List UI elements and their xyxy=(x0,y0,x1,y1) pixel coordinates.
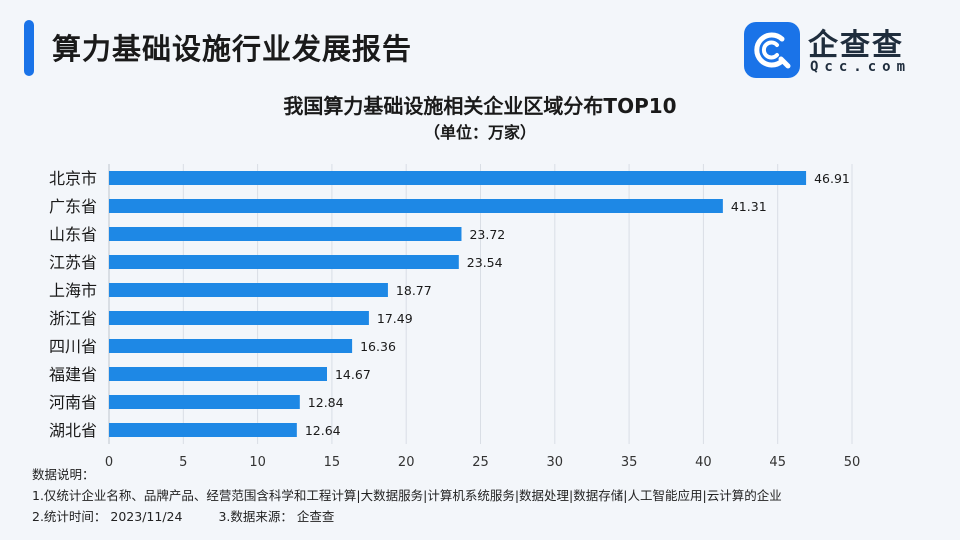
bar xyxy=(109,311,369,325)
chart-subtitle: （单位：万家） xyxy=(423,123,536,142)
category-label: 广东省 xyxy=(49,197,97,216)
notes-heading: 数据说明： xyxy=(32,467,95,482)
x-tick-label: 45 xyxy=(769,455,786,470)
x-tick-label: 0 xyxy=(105,455,113,470)
chart-title: 我国算力基础设施相关企业区域分布TOP10 xyxy=(283,94,677,118)
notes-line-2: 2.统计时间： 2023/11/24 3.数据来源： 企查查 xyxy=(32,506,782,527)
bar xyxy=(109,171,807,185)
value-label: 23.72 xyxy=(469,227,505,242)
logo-name-en: Qcc.com xyxy=(810,59,912,75)
bar xyxy=(109,367,327,381)
bar xyxy=(109,395,300,409)
value-label: 14.67 xyxy=(335,367,371,382)
x-tick-label: 20 xyxy=(398,455,415,470)
value-label: 17.49 xyxy=(377,311,413,326)
x-tick-label: 30 xyxy=(547,455,564,470)
value-label: 46.91 xyxy=(814,171,850,186)
notes-line-1: 1.仅统计企业名称、品牌产品、经营范围含科学和工程计算|大数据服务|计算机系统服… xyxy=(32,488,782,503)
x-tick-label: 25 xyxy=(472,455,489,470)
bar xyxy=(109,199,723,213)
value-label: 23.54 xyxy=(467,255,503,270)
value-label: 12.64 xyxy=(305,423,341,438)
bar xyxy=(109,227,462,241)
category-label: 河南省 xyxy=(49,393,97,412)
category-label: 浙江省 xyxy=(49,309,97,328)
x-tick-label: 5 xyxy=(179,455,187,470)
x-tick-label: 50 xyxy=(844,455,861,470)
page-title: 算力基础设施行业发展报告 xyxy=(52,32,413,66)
qcc-logo: 企查查 Qcc.com xyxy=(744,22,936,78)
bar xyxy=(109,283,388,297)
category-label: 山东省 xyxy=(49,225,97,244)
notes-stat-time: 2.统计时间： 2023/11/24 xyxy=(32,509,183,524)
bar xyxy=(109,423,297,437)
notes-source: 3.数据来源： 企查查 xyxy=(218,509,335,524)
x-tick-label: 35 xyxy=(621,455,638,470)
qcc-logo-icon xyxy=(744,22,800,78)
x-tick-label: 15 xyxy=(324,455,341,470)
category-label: 上海市 xyxy=(49,281,97,300)
x-tick-label: 10 xyxy=(249,455,266,470)
category-label: 四川省 xyxy=(49,337,97,356)
category-label: 湖北省 xyxy=(49,421,97,440)
x-tick-label: 40 xyxy=(695,455,712,470)
category-label: 江苏省 xyxy=(49,253,97,272)
header-accent-bar xyxy=(24,20,34,76)
value-label: 41.31 xyxy=(731,199,767,214)
logo-name-cn: 企查查 xyxy=(808,28,904,63)
bar xyxy=(109,255,459,269)
category-label: 福建省 xyxy=(49,365,97,384)
value-label: 16.36 xyxy=(360,339,396,354)
value-label: 18.77 xyxy=(396,283,432,298)
data-notes: 数据说明： 1.仅统计企业名称、品牌产品、经营范围含科学和工程计算|大数据服务|… xyxy=(32,464,782,527)
category-label: 北京市 xyxy=(49,169,97,188)
value-label: 12.84 xyxy=(308,395,344,410)
bar xyxy=(109,339,353,353)
